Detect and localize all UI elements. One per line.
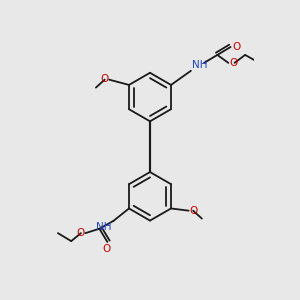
Text: O: O — [100, 74, 108, 84]
Text: O: O — [102, 244, 111, 254]
Text: NH: NH — [192, 60, 207, 70]
Text: O: O — [190, 206, 198, 216]
Text: O: O — [229, 58, 238, 68]
Text: O: O — [76, 228, 84, 238]
Text: NH: NH — [96, 222, 111, 232]
Text: O: O — [232, 41, 240, 52]
